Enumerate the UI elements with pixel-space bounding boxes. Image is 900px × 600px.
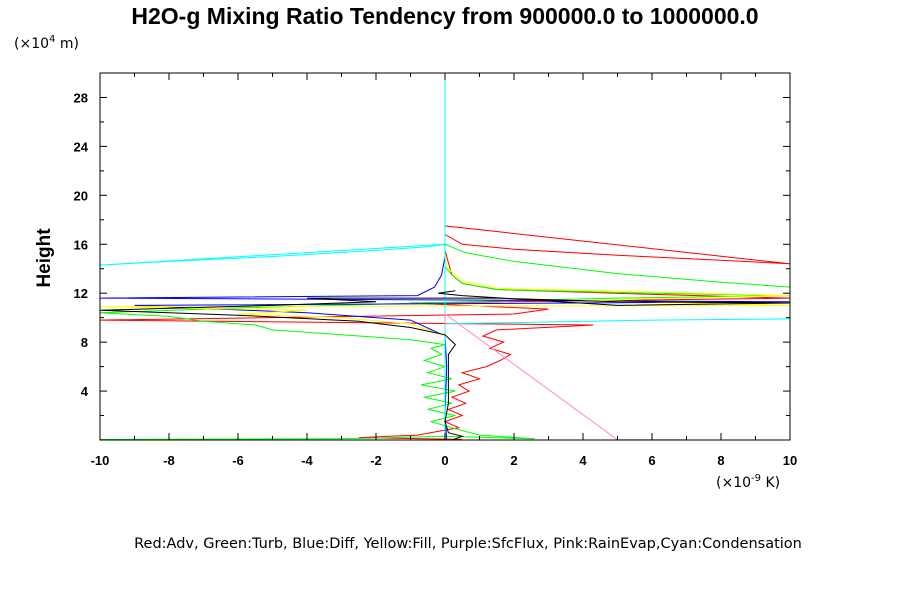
x-tick-label: -4 xyxy=(301,453,313,468)
y-tick-label: 4 xyxy=(81,384,89,399)
series-line-diff xyxy=(100,75,790,440)
x-tick-label: 4 xyxy=(579,453,587,468)
legend-caption: Red:Adv, Green:Turb, Blue:Diff, Yellow:F… xyxy=(134,536,802,552)
y-unit-suffix: m) xyxy=(55,36,79,52)
x-unit-exponent: -9 xyxy=(751,473,761,484)
series-line-turb xyxy=(100,243,790,440)
x-tick-label: 8 xyxy=(717,453,724,468)
y-unit-label: (×104 m) xyxy=(14,34,79,52)
x-tick-label: 10 xyxy=(783,453,797,468)
y-unit-prefix: (×10 xyxy=(14,36,49,52)
chart-title: H2O-g Mixing Ratio Tendency from 900000.… xyxy=(131,3,758,29)
y-tick-label: 16 xyxy=(74,237,88,252)
series-line-total xyxy=(100,290,790,440)
y-unit-exponent: 4 xyxy=(49,34,55,45)
x-unit-prefix: (×10 xyxy=(716,475,751,491)
y-axis-label: Height xyxy=(34,228,55,288)
y-tick-label: 8 xyxy=(81,335,88,350)
x-tick-label: 0 xyxy=(441,453,448,468)
x-tick-label: -6 xyxy=(232,453,244,468)
y-tick-label: 24 xyxy=(74,139,89,154)
x-tick-label: -10 xyxy=(91,453,110,468)
series-line-condensation xyxy=(100,75,790,440)
y-tick-label: 12 xyxy=(74,286,88,301)
x-tick-label: 6 xyxy=(648,453,655,468)
x-unit-label: (×10-9 K) xyxy=(716,473,780,491)
x-tick-label: -2 xyxy=(370,453,382,468)
series-line-adv xyxy=(100,75,790,440)
series-line-fill xyxy=(100,256,790,337)
y-tick-label: 20 xyxy=(74,188,88,203)
x-tick-label: -8 xyxy=(163,453,175,468)
x-tick-label: 2 xyxy=(510,453,517,468)
x-unit-suffix: K) xyxy=(761,475,780,491)
y-tick-label: 28 xyxy=(74,90,88,105)
